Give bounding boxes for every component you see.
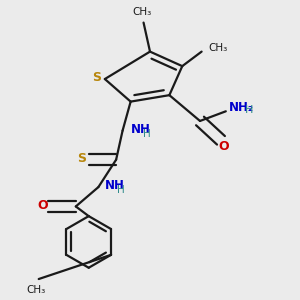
- Text: CH₃: CH₃: [26, 285, 46, 295]
- Text: CH₃: CH₃: [208, 44, 227, 53]
- Text: H: H: [117, 185, 124, 195]
- Text: H: H: [142, 129, 150, 139]
- Text: S: S: [77, 152, 86, 165]
- Text: NH₂: NH₂: [229, 100, 254, 114]
- Text: S: S: [92, 71, 101, 84]
- Text: NH: NH: [130, 122, 151, 136]
- Text: O: O: [37, 199, 48, 212]
- Text: CH₃: CH₃: [132, 7, 152, 17]
- Text: NH: NH: [105, 179, 125, 192]
- Text: O: O: [218, 140, 229, 153]
- Text: H: H: [245, 105, 254, 115]
